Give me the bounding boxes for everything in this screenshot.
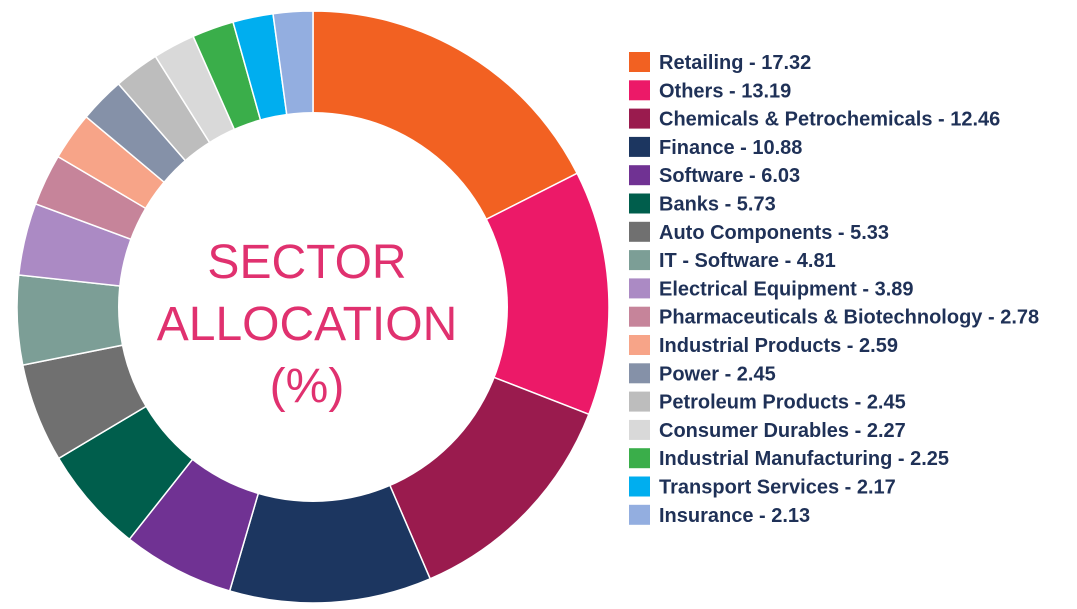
legend: Retailing - 17.32 Others - 13.19 Chemicals…: [629, 52, 1039, 527]
legend-swatch-5: [629, 193, 650, 214]
legend-swatch-4: [629, 165, 650, 186]
legend-label-3: Finance - 10.88: [659, 137, 802, 159]
legend-swatch-14: [629, 448, 650, 469]
legend-label-2: Chemicals & Petrochemicals - 12.46: [659, 109, 1000, 131]
legend-label-15: Transport Services - 2.17: [659, 477, 896, 499]
legend-label-12: Petroleum Products - 2.45: [659, 392, 906, 414]
center-title-line-1: SECTOR: [207, 236, 406, 289]
legend-swatch-0: [629, 52, 650, 72]
legend-swatch-2: [629, 108, 650, 129]
legend-label-7: IT - Software - 4.81: [659, 250, 836, 272]
legend-swatch-6: [629, 221, 650, 242]
legend-label-6: Auto Components - 5.33: [659, 222, 889, 244]
center-title-line-2: ALLOCATION: [157, 298, 458, 351]
legend-label-5: Banks - 5.73: [659, 194, 776, 216]
legend-swatch-1: [629, 80, 650, 101]
legend-swatch-7: [629, 250, 650, 271]
legend-swatch-13: [629, 419, 650, 440]
legend-swatch-3: [629, 136, 650, 157]
legend-swatch-9: [629, 306, 650, 327]
legend-label-13: Consumer Durables - 2.27: [659, 420, 906, 442]
legend-swatch-12: [629, 391, 650, 412]
legend-label-11: Power - 2.45: [659, 363, 776, 385]
legend-label-0: Retailing - 17.32: [659, 52, 811, 74]
legend-label-14: Industrial Manufacturing - 2.25: [659, 448, 949, 470]
legend-label-16: Insurance - 2.13: [659, 505, 810, 527]
legend-swatch-16: [629, 504, 650, 525]
center-title: SECTOR ALLOCATION (%): [157, 236, 458, 413]
center-title-line-3: (%): [270, 360, 345, 413]
legend-label-9: Pharmaceuticals & Biotechnology - 2.78: [659, 307, 1039, 329]
legend-swatch-8: [629, 278, 650, 299]
legend-swatch-10: [629, 335, 650, 355]
legend-swatch-11: [629, 363, 650, 384]
legend-label-4: Software - 6.03: [659, 165, 800, 187]
legend-label-1: Others - 13.19: [659, 80, 791, 102]
legend-swatch-15: [629, 476, 650, 497]
legend-label-8: Electrical Equipment - 3.89: [659, 278, 914, 300]
donut-hole: [118, 112, 508, 502]
legend-label-10: Industrial Products - 2.59: [659, 335, 898, 357]
